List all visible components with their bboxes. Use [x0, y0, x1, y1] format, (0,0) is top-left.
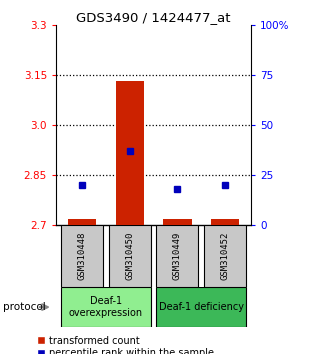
Text: GSM310450: GSM310450 — [125, 232, 134, 280]
Bar — [204, 225, 246, 287]
Text: Deaf-1
overexpression: Deaf-1 overexpression — [69, 296, 143, 318]
Bar — [116, 81, 144, 225]
Title: GDS3490 / 1424477_at: GDS3490 / 1424477_at — [76, 11, 231, 24]
Bar — [163, 219, 192, 225]
Bar — [109, 225, 151, 287]
Text: protocol: protocol — [3, 302, 46, 312]
Bar — [156, 287, 246, 327]
Bar — [61, 225, 103, 287]
Bar — [61, 287, 151, 327]
Text: GSM310452: GSM310452 — [220, 232, 229, 280]
Text: Deaf-1 deficiency: Deaf-1 deficiency — [159, 302, 244, 312]
Bar — [68, 219, 96, 225]
Text: GSM310448: GSM310448 — [78, 232, 87, 280]
Legend: transformed count, percentile rank within the sample: transformed count, percentile rank withi… — [37, 336, 213, 354]
Bar — [156, 225, 198, 287]
Bar — [211, 219, 239, 225]
Text: GSM310449: GSM310449 — [173, 232, 182, 280]
